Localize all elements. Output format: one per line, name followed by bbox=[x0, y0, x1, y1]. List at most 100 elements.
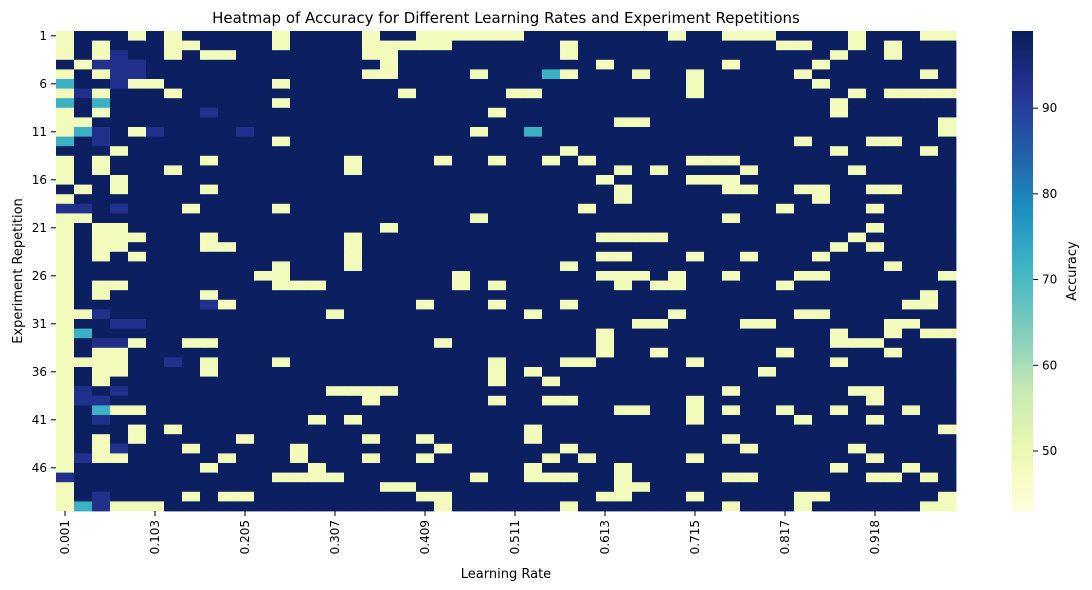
heatmap-cell bbox=[848, 232, 867, 243]
heatmap-cell bbox=[434, 463, 453, 473]
heatmap-cell bbox=[380, 88, 399, 99]
heatmap-cell bbox=[110, 213, 129, 224]
heatmap-cell bbox=[56, 261, 75, 272]
heatmap-cell bbox=[254, 79, 273, 89]
heatmap-cell bbox=[272, 434, 291, 445]
heatmap-cell bbox=[146, 251, 165, 262]
heatmap-cell bbox=[506, 453, 525, 464]
heatmap-cell bbox=[830, 357, 849, 368]
heatmap-cell bbox=[902, 482, 921, 493]
heatmap-cell bbox=[128, 107, 147, 118]
heatmap-cell bbox=[344, 443, 363, 454]
heatmap-cell bbox=[542, 280, 561, 291]
heatmap-cell bbox=[794, 338, 813, 349]
heatmap-cell bbox=[146, 395, 165, 406]
heatmap-cell bbox=[812, 69, 831, 80]
heatmap-cell bbox=[542, 59, 561, 70]
heatmap-cell bbox=[128, 31, 147, 41]
heatmap-cell bbox=[110, 424, 129, 435]
heatmap-cell bbox=[506, 69, 525, 80]
heatmap-cell bbox=[326, 338, 345, 349]
heatmap-cell bbox=[308, 184, 327, 195]
heatmap-cell bbox=[362, 40, 381, 51]
heatmap-cell bbox=[758, 136, 777, 147]
heatmap-cell bbox=[218, 98, 237, 109]
heatmap-cell bbox=[146, 127, 165, 137]
heatmap-cell bbox=[776, 194, 795, 205]
heatmap-cell bbox=[416, 367, 435, 377]
heatmap-cell bbox=[416, 251, 435, 262]
heatmap-cell bbox=[524, 280, 543, 291]
heatmap-cell bbox=[452, 434, 471, 445]
heatmap-cell bbox=[200, 472, 219, 483]
heatmap-cell bbox=[866, 482, 885, 493]
heatmap-cell bbox=[632, 299, 651, 310]
heatmap-cell bbox=[380, 482, 399, 493]
heatmap-cell bbox=[488, 223, 507, 233]
x-tick-label: 0.409 bbox=[418, 520, 432, 554]
heatmap-cell bbox=[182, 424, 201, 435]
heatmap-cell bbox=[578, 280, 597, 291]
heatmap-cell bbox=[812, 309, 831, 320]
heatmap-cell bbox=[722, 415, 741, 425]
heatmap-cell bbox=[596, 271, 615, 281]
heatmap-cell bbox=[236, 127, 255, 137]
heatmap-cell bbox=[92, 40, 111, 51]
heatmap-cell bbox=[398, 175, 417, 185]
heatmap-cell bbox=[668, 40, 687, 51]
heatmap-cell bbox=[614, 280, 633, 291]
heatmap-cell bbox=[884, 223, 903, 233]
heatmap-cell bbox=[488, 213, 507, 224]
heatmap-cell bbox=[506, 367, 525, 377]
heatmap-cell bbox=[578, 357, 597, 368]
heatmap-cell bbox=[254, 376, 273, 387]
heatmap-cell bbox=[830, 491, 849, 502]
heatmap-cell bbox=[110, 155, 129, 166]
heatmap-cell bbox=[704, 299, 723, 310]
heatmap-cell bbox=[362, 328, 381, 339]
heatmap-cell bbox=[218, 357, 237, 368]
heatmap-cell bbox=[578, 136, 597, 147]
heatmap-cell bbox=[920, 280, 939, 291]
heatmap-cell bbox=[650, 357, 669, 368]
heatmap-cell bbox=[758, 251, 777, 262]
heatmap-cell bbox=[74, 79, 93, 89]
heatmap-cell bbox=[776, 376, 795, 387]
heatmap-cell bbox=[524, 453, 543, 464]
heatmap-cell bbox=[56, 213, 75, 224]
heatmap-cell bbox=[146, 242, 165, 253]
heatmap-cell bbox=[596, 88, 615, 99]
heatmap-cell bbox=[398, 338, 417, 349]
heatmap-cell bbox=[92, 117, 111, 128]
heatmap-cell bbox=[848, 415, 867, 425]
heatmap-cell bbox=[92, 367, 111, 377]
heatmap-cell bbox=[668, 290, 687, 301]
heatmap-cell bbox=[344, 79, 363, 89]
heatmap-cell bbox=[146, 155, 165, 166]
heatmap-cell bbox=[506, 251, 525, 262]
heatmap-cell bbox=[686, 319, 705, 329]
heatmap-cell bbox=[632, 213, 651, 224]
heatmap-cell bbox=[470, 242, 489, 253]
heatmap-cell bbox=[542, 117, 561, 128]
heatmap-cell bbox=[740, 117, 759, 128]
heatmap-cell bbox=[254, 347, 273, 358]
heatmap-cell bbox=[542, 463, 561, 473]
heatmap-cell bbox=[758, 271, 777, 281]
heatmap-cell bbox=[488, 290, 507, 301]
heatmap-cell bbox=[308, 40, 327, 51]
heatmap-cell bbox=[398, 213, 417, 224]
heatmap-cell bbox=[632, 175, 651, 185]
heatmap-cell bbox=[506, 415, 525, 425]
heatmap-cell bbox=[92, 491, 111, 502]
heatmap-cell bbox=[272, 98, 291, 109]
heatmap-cell bbox=[470, 146, 489, 157]
heatmap-cell bbox=[506, 79, 525, 89]
heatmap-cell bbox=[398, 405, 417, 416]
heatmap-cell bbox=[938, 146, 957, 157]
heatmap-cell bbox=[632, 319, 651, 329]
heatmap-cell bbox=[866, 434, 885, 445]
heatmap-cell bbox=[362, 376, 381, 387]
heatmap-cell bbox=[164, 280, 183, 291]
heatmap-cell bbox=[686, 405, 705, 416]
